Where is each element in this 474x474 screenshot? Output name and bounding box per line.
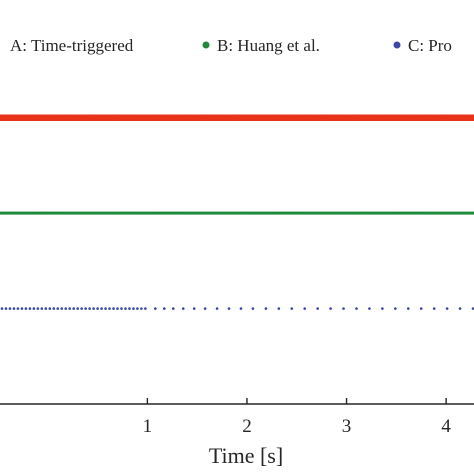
series-c-point: [203, 307, 207, 310]
series-c-point: [128, 307, 131, 310]
series-a-points: [0, 114, 474, 121]
series-c-point: [458, 307, 462, 310]
series-c-point: [381, 307, 384, 310]
series-c-point: [171, 307, 175, 310]
series-c-point: [120, 307, 123, 310]
series-c-points: [0, 307, 474, 310]
series-c-point: [132, 307, 135, 310]
series-c-point: [140, 307, 143, 310]
legend-label-c: C: Pro: [408, 36, 452, 55]
series-c-point: [368, 307, 371, 310]
x-tick-label: 1: [143, 416, 153, 437]
series-c-point: [88, 307, 91, 310]
series-c-point: [342, 307, 345, 310]
series-c-point: [329, 307, 332, 310]
series-c-point: [277, 307, 281, 310]
series-c-point: [432, 307, 436, 310]
series-c-point: [355, 307, 358, 310]
series-c-point: [92, 307, 95, 310]
series-c-point: [136, 307, 139, 310]
series-c-point: [84, 307, 87, 310]
series-c-point: [239, 307, 243, 310]
x-tick-label: 3: [342, 416, 352, 437]
legend-label-b: B: Huang et al.: [217, 36, 320, 55]
legend-marker-c: [393, 41, 401, 49]
series-c-point: [24, 307, 28, 310]
series-c-point: [108, 307, 111, 310]
series-c-point: [68, 307, 71, 310]
series-c-point: [80, 307, 83, 310]
series-c-point: [124, 307, 127, 310]
series-c-point: [471, 307, 474, 310]
series-c-point: [44, 307, 48, 310]
series-c-point: [76, 307, 79, 310]
series-c-point: [419, 307, 423, 310]
series-c-point: [181, 307, 185, 310]
legend-marker-b: [202, 41, 210, 49]
series-c-point: [227, 307, 231, 310]
series-c-point: [12, 307, 16, 310]
series-c-point: [0, 307, 4, 310]
series-c-point: [116, 307, 119, 310]
series-c-point: [100, 307, 103, 310]
series-c-point: [64, 307, 68, 310]
plot-marks: [0, 114, 474, 310]
series-c-point: [290, 307, 294, 310]
x-tick-label: 4: [441, 416, 451, 437]
x-axis-label: Time [s]: [209, 443, 283, 468]
series-c-point: [264, 307, 268, 310]
series-c-point: [28, 307, 32, 310]
series-c-point: [316, 307, 319, 310]
series-c-point: [40, 307, 44, 310]
series-c-point: [192, 307, 196, 310]
series-c-point: [154, 307, 157, 310]
series-c-point: [48, 307, 52, 310]
series-c-point: [144, 307, 147, 310]
series-c-point: [303, 307, 307, 310]
series-c-point: [60, 307, 64, 310]
series-c-point: [32, 307, 36, 310]
series-c-point: [163, 307, 166, 310]
series-c-point: [112, 307, 115, 310]
series-c-point: [20, 307, 24, 310]
series-c-point: [4, 307, 8, 310]
series-c-point: [36, 307, 40, 310]
series-c-point: [56, 307, 60, 310]
x-ticks: 1 2 3 4: [143, 398, 451, 437]
series-c-point: [8, 307, 12, 310]
legend-label-a: A: Time-triggered: [10, 36, 134, 55]
series-c-point: [251, 307, 255, 310]
series-c-point: [406, 307, 410, 310]
series-c-point: [104, 307, 107, 310]
series-c-point: [96, 307, 99, 310]
legend: A: Time-triggered B: Huang et al. C: Pro: [10, 36, 452, 55]
x-tick-label: 2: [242, 416, 252, 437]
series-c-point: [16, 307, 20, 310]
series-c-point: [72, 307, 75, 310]
series-b-points: [0, 211, 474, 215]
series-c-point: [445, 307, 449, 310]
series-c-point: [394, 307, 397, 310]
series-c-point: [52, 307, 56, 310]
series-c-point: [215, 307, 219, 310]
